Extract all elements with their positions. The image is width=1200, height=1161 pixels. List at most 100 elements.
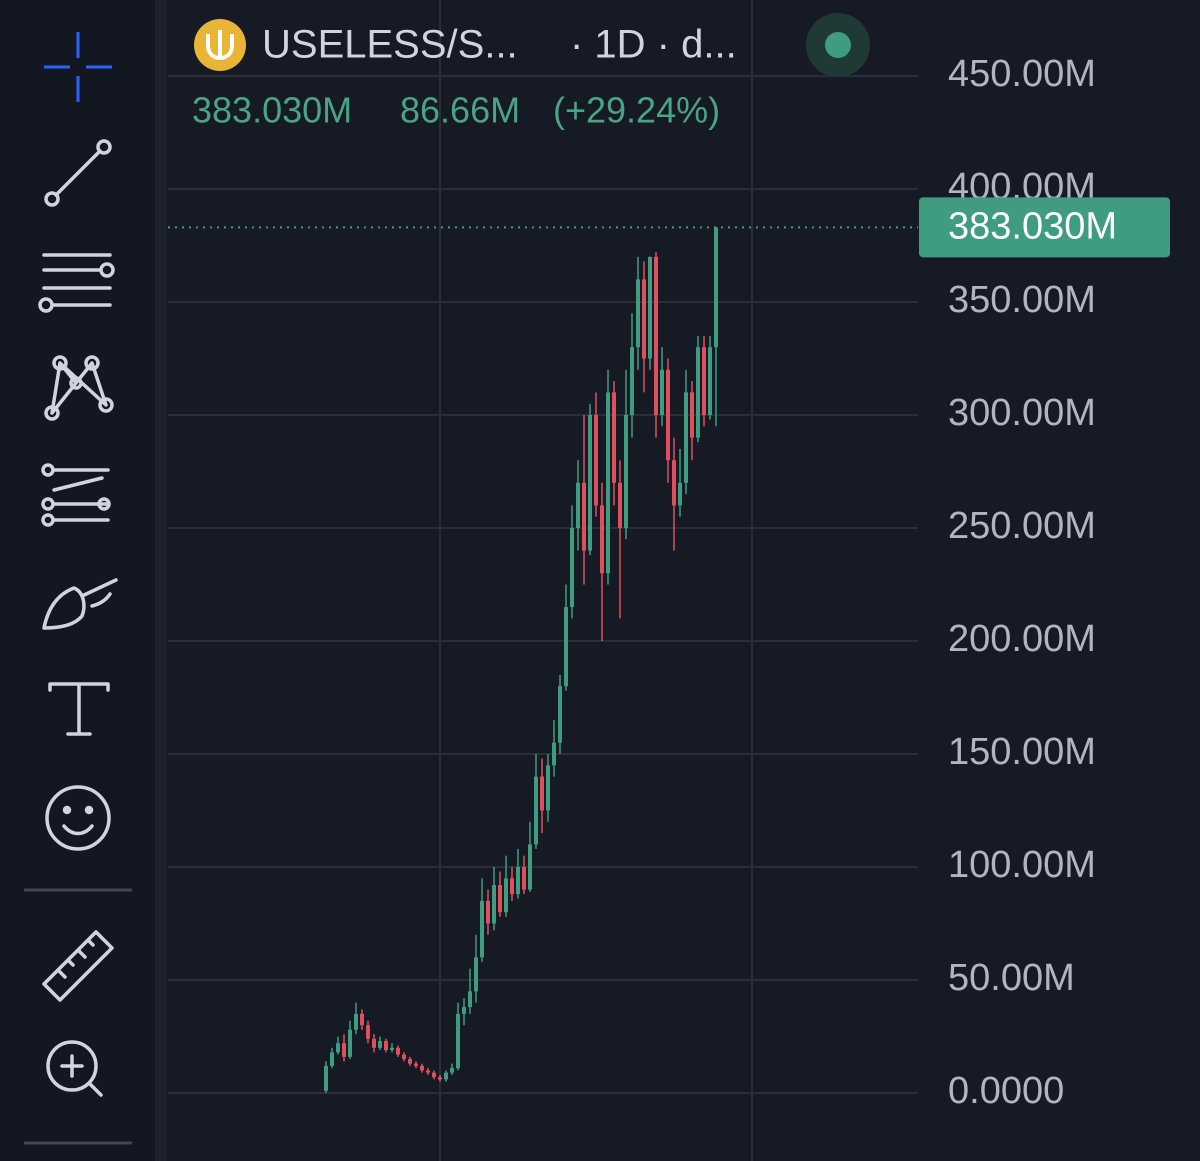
- candle-body: [456, 1013, 460, 1069]
- candle-body: [594, 415, 598, 506]
- change-value: 86.66M: [400, 90, 520, 131]
- candle-body: [696, 347, 700, 438]
- candle-body: [678, 482, 682, 506]
- candle-body: [588, 415, 592, 551]
- toolbar-divider: [155, 0, 167, 1161]
- y-tick-label: 50.00M: [948, 957, 1075, 999]
- candle-body: [420, 1065, 424, 1071]
- toolbar: [0, 0, 155, 1161]
- y-tick-label: 200.00M: [948, 618, 1096, 660]
- last-price-badge: [919, 197, 1170, 258]
- candle-body: [690, 392, 694, 438]
- candle-body: [498, 885, 502, 913]
- candle-body: [564, 607, 568, 687]
- y-tick-label: 350.00M: [948, 279, 1096, 321]
- candle-body: [684, 392, 688, 483]
- plot: 0.0000 50.00M 100.00M 150.00M 200.00M 250.00M…: [168, 53, 1170, 1112]
- candle-body: [600, 505, 604, 574]
- candle-body: [546, 765, 550, 811]
- candle-body: [510, 878, 514, 895]
- interval[interactable]: · 1D · d...: [570, 23, 737, 67]
- zoom-tool[interactable]: [46, 1040, 103, 1097]
- candle-body: [492, 885, 496, 924]
- candle-body: [522, 867, 526, 890]
- candle-body: [552, 742, 556, 766]
- candle-body: [474, 957, 478, 992]
- candle-body: [516, 867, 520, 895]
- candle-body: [558, 686, 562, 743]
- candle-body: [702, 347, 706, 415]
- candle-body: [342, 1043, 346, 1057]
- candle-body: [642, 279, 646, 359]
- candle-body: [324, 1065, 328, 1091]
- candle-body: [402, 1054, 406, 1060]
- candle-body: [408, 1059, 412, 1064]
- candle-body: [372, 1038, 376, 1048]
- candle-body: [396, 1047, 400, 1055]
- candle-body: [606, 392, 610, 574]
- y-tick-label: 100.00M: [948, 844, 1096, 886]
- y-tick-label: 250.00M: [948, 505, 1096, 547]
- trend-line-tool[interactable]: [44, 139, 112, 207]
- text-tool[interactable]: [48, 682, 110, 736]
- candle-body: [504, 878, 508, 913]
- candle-body: [582, 482, 586, 551]
- candle-body: [576, 482, 580, 528]
- candle-body: [366, 1025, 370, 1039]
- candle-body: [570, 528, 574, 608]
- candle-body: [672, 460, 676, 506]
- candle-body: [336, 1043, 340, 1053]
- candle-body: [360, 1013, 364, 1026]
- candle-body: [426, 1070, 430, 1073]
- fib-tool[interactable]: [38, 253, 115, 313]
- crosshair-tool[interactable]: [44, 32, 112, 102]
- candle-body: [486, 900, 490, 924]
- candle-body: [444, 1072, 448, 1080]
- candle-body: [438, 1077, 442, 1080]
- candle-body: [384, 1041, 388, 1051]
- candle-body: [330, 1052, 334, 1066]
- candle-body: [414, 1063, 418, 1066]
- candle-body: [624, 415, 628, 528]
- emoji-tool[interactable]: [45, 785, 111, 851]
- y-tick-label: 450.00M: [948, 53, 1096, 95]
- candle-body: [612, 392, 616, 483]
- candle-body: [468, 991, 472, 1008]
- candle-body: [654, 256, 658, 415]
- last-value: 383.030M: [192, 90, 352, 131]
- market-status-dot: [825, 32, 851, 58]
- candle-body: [714, 227, 718, 348]
- candle-body: [618, 482, 622, 528]
- prediction-tool[interactable]: [41, 463, 111, 527]
- change-percent: (+29.24%): [553, 90, 720, 131]
- candle-body: [354, 1013, 358, 1030]
- candle-body: [648, 256, 652, 359]
- symbol-name[interactable]: USELESS/S...: [262, 23, 518, 67]
- brush-tool[interactable]: [42, 578, 118, 630]
- candle-body: [708, 347, 712, 415]
- candle-body: [378, 1041, 382, 1048]
- ruler-tool[interactable]: [42, 930, 114, 1002]
- candle-body: [480, 900, 484, 958]
- candle-body: [432, 1072, 436, 1078]
- candle-body: [636, 279, 640, 348]
- y-tick-label: 0.0000: [948, 1070, 1064, 1112]
- y-tick-label: 150.00M: [948, 731, 1096, 773]
- candle-body: [390, 1047, 394, 1051]
- candle-body: [540, 776, 544, 811]
- candle-body: [630, 347, 634, 415]
- y-tick-label: 300.00M: [948, 392, 1096, 434]
- pattern-tool[interactable]: [44, 355, 114, 421]
- candle-body: [666, 369, 670, 461]
- candle-body: [462, 1007, 466, 1014]
- symbol-logo-glyph: [206, 30, 234, 61]
- candle-body: [348, 1029, 352, 1057]
- last-price-label: 383.030M: [948, 205, 1117, 247]
- candle-body: [528, 844, 532, 890]
- candle-body: [534, 776, 538, 845]
- candle-body: [450, 1068, 454, 1073]
- candle-body: [660, 369, 664, 415]
